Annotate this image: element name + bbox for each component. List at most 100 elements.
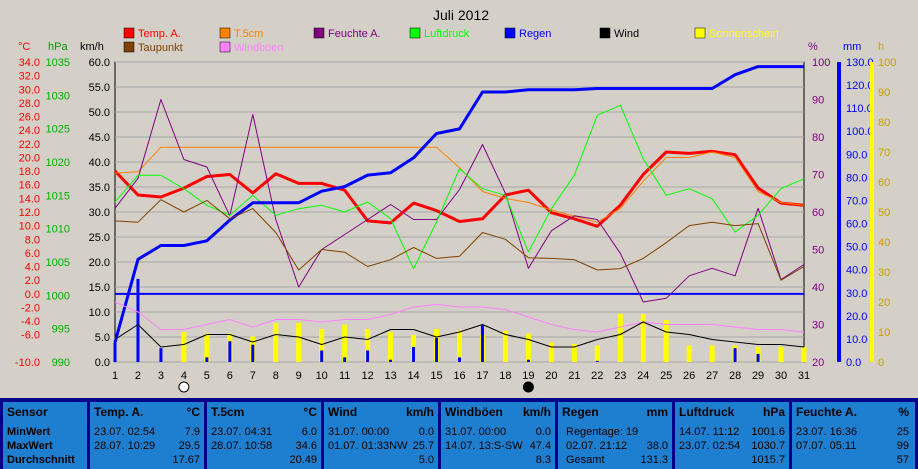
tick-label: 14.0 (19, 193, 40, 205)
x-tick-label: 23 (614, 370, 626, 382)
x-tick-label: 21 (568, 370, 580, 382)
x-tick-label: 24 (637, 370, 649, 382)
legend-label: Feuchte A. (328, 28, 381, 40)
wind-header: Wind (328, 405, 358, 419)
sunshine-bar (273, 323, 279, 362)
tick-label: 50 (878, 207, 890, 219)
tick-label: 25.0 (89, 232, 110, 244)
tick-label: 120.0 (846, 80, 874, 92)
sunshine-bar (388, 332, 394, 362)
x-tick-label: 13 (384, 370, 396, 382)
x-tick-label: 9 (296, 370, 302, 382)
rain-unit: mm (646, 405, 668, 419)
unit-celsius: °C (18, 41, 30, 53)
pressure-max-value: 1030.7 (751, 440, 785, 452)
weather-chart: Juli 2012 °C hPa km/h % mm h 34.032.030.… (15, 7, 896, 393)
tick-label: 30.0 (19, 84, 40, 96)
rain-bar (756, 353, 760, 362)
rain-total-label: Gesamt (566, 454, 605, 466)
tick-label: 60 (878, 177, 890, 189)
legend-label: Taupunkt (138, 42, 183, 54)
x-tick-label: 4 (181, 370, 187, 382)
x-tick-label: 29 (752, 370, 764, 382)
humidity-header: Feuchte A. (796, 405, 857, 419)
rain-bar (435, 337, 439, 362)
tick-label: 24.0 (19, 125, 40, 137)
wind-min-value: 0.0 (418, 426, 434, 438)
tick-label: 1005 (46, 257, 70, 269)
legend-label: Windböen (234, 42, 284, 54)
sensor-header: Sensor (7, 405, 48, 419)
sunshine-bar (525, 333, 531, 362)
legend-label: Sonnenschein (709, 28, 779, 40)
full-moon-icon (178, 381, 190, 393)
tick-label: 130.0 (846, 57, 874, 69)
rain-bar (389, 359, 393, 362)
sunshine-bar (778, 347, 784, 362)
rain-days: Regentage: 19 (566, 426, 639, 438)
rain-max-value: 38.0 (646, 440, 668, 452)
wind-avg-value: 5.0 (418, 454, 434, 466)
sunshine-bar (342, 324, 348, 362)
pressure-unit: hPa (762, 405, 785, 419)
x-tick-label: 7 (250, 370, 256, 382)
sunshine-bar (204, 333, 210, 362)
tick-label: 30.0 (846, 288, 867, 300)
cell-humidity: Feuchte A. % 23.07. 16:36 25 07.07. 05:11… (792, 402, 915, 469)
tick-label: 20.0 (19, 152, 40, 164)
wind-min-time: 31.07. 00:00 (328, 426, 390, 438)
sunshine-bar (617, 314, 623, 362)
tick-label: 70 (812, 170, 824, 182)
temp-header: Temp. A. (94, 405, 144, 419)
rain-bar (366, 350, 370, 362)
gust-unit: km/h (522, 405, 551, 419)
series-line-windb-en (114, 301, 805, 333)
legend-swatch (123, 41, 135, 53)
series-lines (113, 65, 805, 348)
t5cm-header: T.5cm (211, 405, 245, 419)
x-tick-label: 2 (135, 370, 141, 382)
legend-label: T.5cm (234, 28, 263, 40)
temp-max-time: 28.07. 10:29 (94, 440, 156, 452)
t5cm-max-time: 28.07. 10:58 (211, 440, 273, 452)
statistics-table: Sensor MinWert MaxWert Durchschnitt Temp… (0, 398, 918, 469)
humidity-max-value: 99 (896, 440, 909, 452)
cell-t5cm: T.5cm °C 23.07. 04:31 6.0 28.07. 10:58 34.… (207, 402, 321, 469)
tick-label: 8.0 (25, 234, 40, 246)
tick-label: 40 (812, 282, 824, 294)
gust-max-time: 14.07. 13:S-SW (445, 440, 523, 452)
humidity-unit: % (898, 405, 909, 419)
sun-axis-bar (870, 62, 874, 362)
tick-label: 100.0 (846, 126, 874, 138)
unit-kmh: km/h (80, 41, 104, 53)
unit-hpa: hPa (48, 41, 68, 53)
x-tick-label: 1 (112, 370, 118, 382)
gust-min-value: 0.0 (535, 426, 551, 438)
tick-label: 80 (878, 117, 890, 129)
x-tick-label: 19 (522, 370, 534, 382)
sunshine-bar (457, 330, 462, 362)
tick-label: 30 (812, 320, 824, 332)
tick-label: 15.0 (89, 282, 110, 294)
series-line-luftdruck (114, 104, 805, 270)
x-tick-label: 31 (798, 370, 810, 382)
humidity-avg-value: 57 (896, 454, 909, 466)
label-avg: Durchschnitt (7, 454, 75, 466)
rain-bar (159, 348, 163, 362)
legend-swatch (219, 27, 231, 39)
tick-label: 10.0 (19, 221, 40, 233)
tick-label: 90 (812, 95, 824, 107)
tick-label: 20.0 (89, 257, 110, 269)
x-tick-label: 11 (339, 370, 350, 382)
tick-label: 70 (878, 147, 890, 159)
series-line-regen (113, 65, 804, 343)
sunshine-bar (571, 344, 577, 362)
tick-label: 50 (812, 245, 824, 257)
legend-label: Temp. A. (138, 28, 181, 40)
cell-sensor: Sensor MinWert MaxWert Durchschnitt (3, 402, 87, 469)
x-tick-label: 14 (407, 370, 419, 382)
tick-label: 40.0 (89, 157, 110, 169)
humidity-min-time: 23.07. 16:36 (796, 426, 858, 438)
series-line-taupunkt (114, 199, 805, 281)
axis-ticks: 34.032.030.028.026.024.022.020.018.016.0… (15, 57, 896, 382)
